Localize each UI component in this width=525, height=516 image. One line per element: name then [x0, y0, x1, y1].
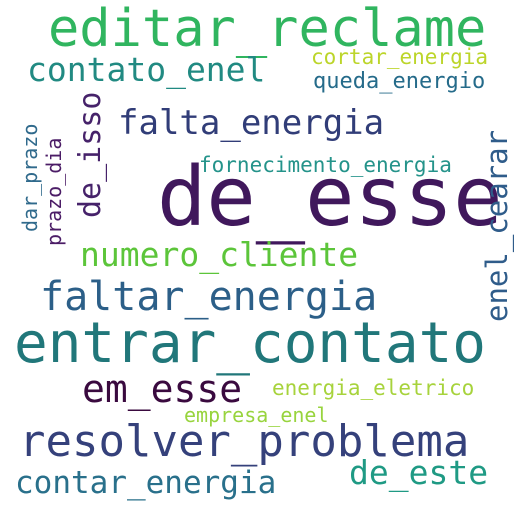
- word-prazo-dia: prazo_dia: [42, 137, 66, 246]
- word-faltar-energia: faltar_energia: [40, 274, 378, 320]
- word-queda-energio: queda_energio: [313, 69, 486, 94]
- word-resolver-problema: resolver_problema: [19, 416, 470, 467]
- word-contato-enel: contato_enel: [27, 50, 266, 89]
- word-em-esse: em_esse: [82, 367, 243, 411]
- word-falta-energia: falta_energia: [118, 103, 385, 143]
- word-enel-cearar: enel_cearar: [480, 129, 514, 322]
- word-fornecimento-energia: fornecimento_energia: [199, 153, 452, 177]
- word-numero-cliente: numero_cliente: [80, 235, 359, 274]
- word-de-isso: de_isso: [73, 91, 108, 218]
- word-energia-eletrico: energia_eletrico: [272, 376, 475, 400]
- word-de-esse: de_esse: [157, 150, 503, 245]
- word-cortar-energia: cortar_energia: [311, 45, 489, 69]
- word-dar-prazo: dar_prazo: [18, 123, 42, 232]
- word-contar-energia: contar_energia: [15, 465, 277, 501]
- word-entrar-contato: entrar_contato: [14, 311, 487, 376]
- word-empresa-enel: empresa_enel: [184, 403, 329, 427]
- word-editar-reclame: editar_reclame: [48, 0, 487, 59]
- word-de-este: de_este: [349, 453, 489, 492]
